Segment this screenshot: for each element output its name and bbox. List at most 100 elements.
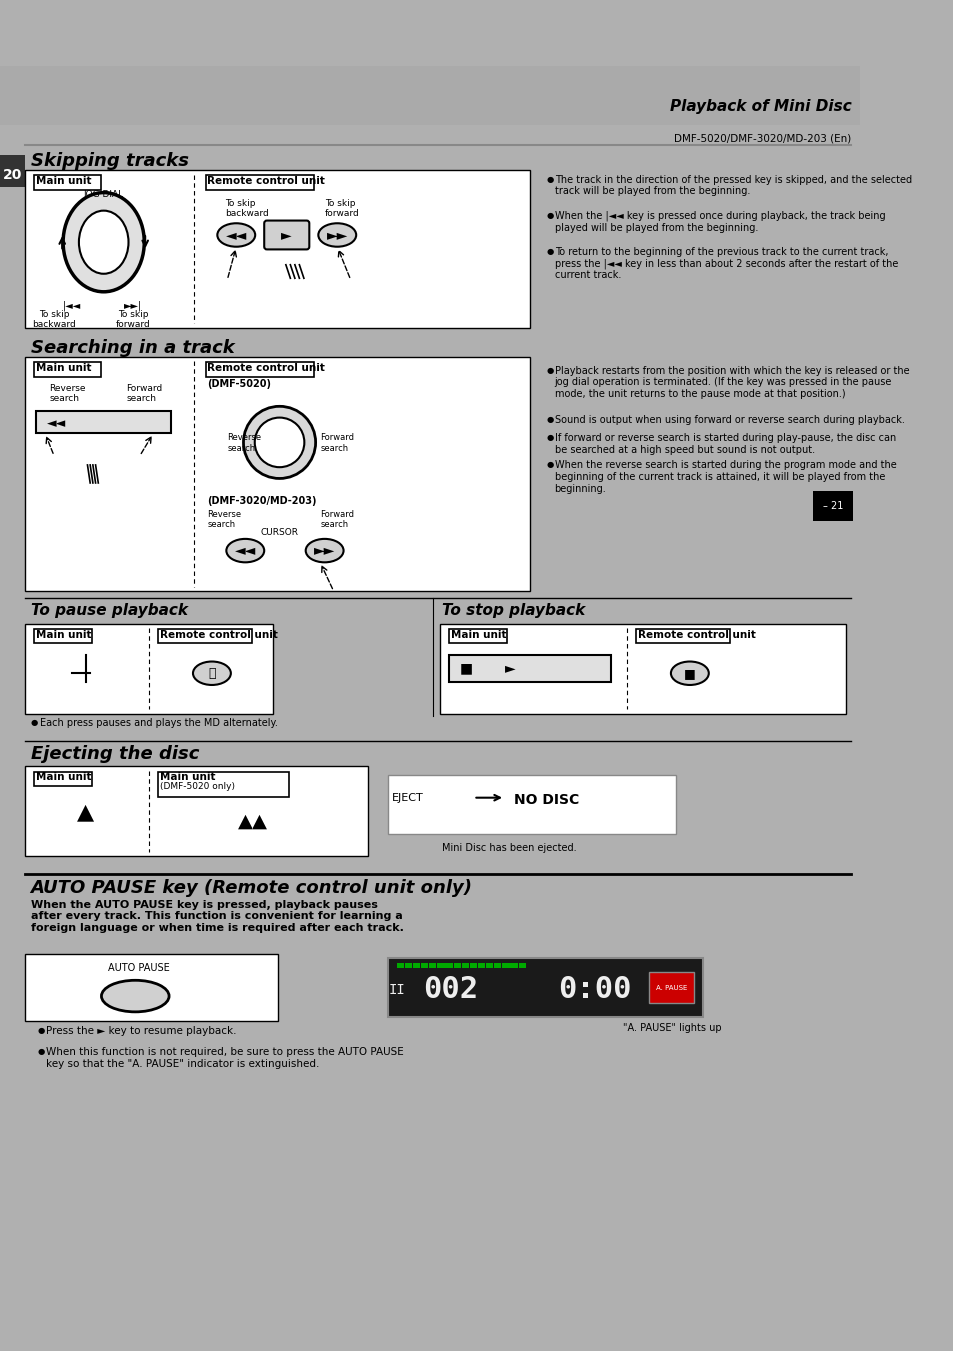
Text: ■: ■ [459, 662, 473, 676]
Text: Forward
search: Forward search [320, 511, 354, 530]
Text: ▲▲: ▲▲ [237, 811, 267, 831]
Ellipse shape [318, 223, 355, 247]
Text: Sound is output when using forward or reverse search during playback.: Sound is output when using forward or re… [554, 415, 903, 426]
Text: 002: 002 [423, 975, 478, 1004]
Text: ●: ● [546, 415, 553, 424]
FancyBboxPatch shape [453, 963, 460, 969]
Text: 0:00: 0:00 [558, 975, 631, 1004]
Text: DMF-5020/DMF-3020/MD-203 (En): DMF-5020/DMF-3020/MD-203 (En) [674, 134, 850, 145]
Text: Remote control unit: Remote control unit [207, 363, 325, 373]
FancyBboxPatch shape [461, 963, 469, 969]
Text: To skip
forward: To skip forward [324, 199, 359, 219]
Ellipse shape [63, 193, 144, 292]
Text: To return to the beginning of the previous track to the current track,
press the: To return to the beginning of the previo… [554, 247, 897, 281]
Text: Reverse
search: Reverse search [50, 384, 86, 403]
Text: Playback of Mini Disc: Playback of Mini Disc [669, 100, 850, 115]
FancyBboxPatch shape [439, 624, 845, 713]
FancyBboxPatch shape [445, 963, 453, 969]
Text: ⏸: ⏸ [208, 667, 215, 680]
FancyBboxPatch shape [0, 155, 25, 188]
Text: To skip
forward: To skip forward [116, 309, 151, 330]
Text: Main unit: Main unit [36, 363, 91, 373]
FancyBboxPatch shape [34, 630, 91, 643]
FancyBboxPatch shape [25, 170, 530, 328]
Text: ●: ● [38, 1047, 45, 1056]
Text: JOG DIAL: JOG DIAL [84, 190, 124, 199]
Ellipse shape [226, 539, 264, 562]
Ellipse shape [101, 981, 169, 1012]
Ellipse shape [193, 662, 231, 685]
Text: Reverse
search: Reverse search [207, 511, 241, 530]
Text: AUTO PAUSE key (Remote control unit only): AUTO PAUSE key (Remote control unit only… [30, 880, 472, 897]
Text: (DMF-5020): (DMF-5020) [207, 380, 271, 389]
FancyBboxPatch shape [413, 963, 419, 969]
Text: Main unit: Main unit [159, 773, 214, 782]
FancyBboxPatch shape [635, 630, 730, 643]
Text: ◄◄: ◄◄ [234, 543, 255, 558]
Text: Reverse
search: Reverse search [227, 434, 261, 453]
Text: ●: ● [546, 461, 553, 469]
Text: The track in the direction of the pressed key is skipped, and the selected
track: The track in the direction of the presse… [554, 174, 911, 196]
FancyBboxPatch shape [469, 963, 476, 969]
FancyBboxPatch shape [25, 357, 530, 592]
FancyBboxPatch shape [510, 963, 517, 969]
Text: – 21: – 21 [821, 501, 842, 511]
FancyBboxPatch shape [404, 963, 412, 969]
Text: When the reverse search is started during the program mode and the
beginning of : When the reverse search is started durin… [554, 461, 896, 493]
FancyBboxPatch shape [494, 963, 501, 969]
Text: When this function is not required, be sure to press the AUTO PAUSE
key so that : When this function is not required, be s… [46, 1047, 403, 1069]
Ellipse shape [305, 539, 343, 562]
FancyBboxPatch shape [485, 963, 493, 969]
FancyBboxPatch shape [25, 766, 368, 857]
Text: NO DISC: NO DISC [514, 793, 578, 807]
Text: Forward
search: Forward search [320, 434, 354, 453]
FancyBboxPatch shape [449, 655, 611, 682]
Text: ●: ● [38, 1025, 45, 1035]
Text: ▲: ▲ [77, 802, 94, 823]
Text: ●: ● [30, 719, 38, 727]
Text: 20: 20 [3, 168, 22, 181]
Text: ●: ● [546, 247, 553, 255]
Text: Remote control unit: Remote control unit [637, 630, 755, 640]
FancyBboxPatch shape [387, 775, 676, 834]
FancyBboxPatch shape [649, 971, 694, 1004]
Text: ►: ► [281, 228, 292, 242]
Text: Main unit: Main unit [36, 773, 91, 782]
Text: Playback restarts from the position with which the key is released or the
jog di: Playback restarts from the position with… [554, 366, 908, 399]
Text: When the AUTO PAUSE key is pressed, playback pauses
after every track. This func: When the AUTO PAUSE key is pressed, play… [30, 900, 403, 932]
Ellipse shape [217, 223, 255, 247]
Text: To skip
backward: To skip backward [225, 199, 269, 219]
FancyBboxPatch shape [436, 963, 444, 969]
FancyBboxPatch shape [36, 411, 172, 434]
Text: ●: ● [546, 366, 553, 374]
Text: ►►|: ►►| [124, 301, 142, 311]
FancyBboxPatch shape [518, 963, 525, 969]
FancyBboxPatch shape [25, 624, 273, 713]
Text: ●: ● [546, 434, 553, 442]
Text: To pause playback: To pause playback [30, 603, 188, 617]
FancyBboxPatch shape [396, 963, 403, 969]
FancyBboxPatch shape [34, 176, 101, 190]
Text: Mini Disc has been ejected.: Mini Disc has been ejected. [441, 843, 576, 852]
FancyBboxPatch shape [264, 220, 309, 250]
FancyBboxPatch shape [477, 963, 485, 969]
Text: ◄◄: ◄◄ [226, 228, 247, 242]
Ellipse shape [79, 211, 129, 274]
FancyBboxPatch shape [206, 176, 314, 190]
Ellipse shape [254, 417, 304, 467]
FancyBboxPatch shape [34, 771, 91, 786]
Text: ◄◄: ◄◄ [47, 417, 66, 430]
Text: ●: ● [546, 174, 553, 184]
Text: Searching in a track: Searching in a track [30, 339, 234, 357]
Text: Forward
search: Forward search [126, 384, 162, 403]
Text: Main unit: Main unit [36, 177, 91, 186]
Text: CURSOR: CURSOR [260, 528, 298, 538]
Text: II: II [388, 982, 405, 997]
Text: To skip
backward: To skip backward [32, 309, 76, 330]
Text: ■: ■ [683, 667, 695, 680]
Text: (DMF-3020/MD-203): (DMF-3020/MD-203) [207, 497, 316, 507]
FancyBboxPatch shape [157, 771, 288, 797]
Text: Main unit: Main unit [451, 630, 506, 640]
FancyBboxPatch shape [0, 66, 860, 126]
Text: "A. PAUSE" lights up: "A. PAUSE" lights up [622, 1023, 720, 1034]
